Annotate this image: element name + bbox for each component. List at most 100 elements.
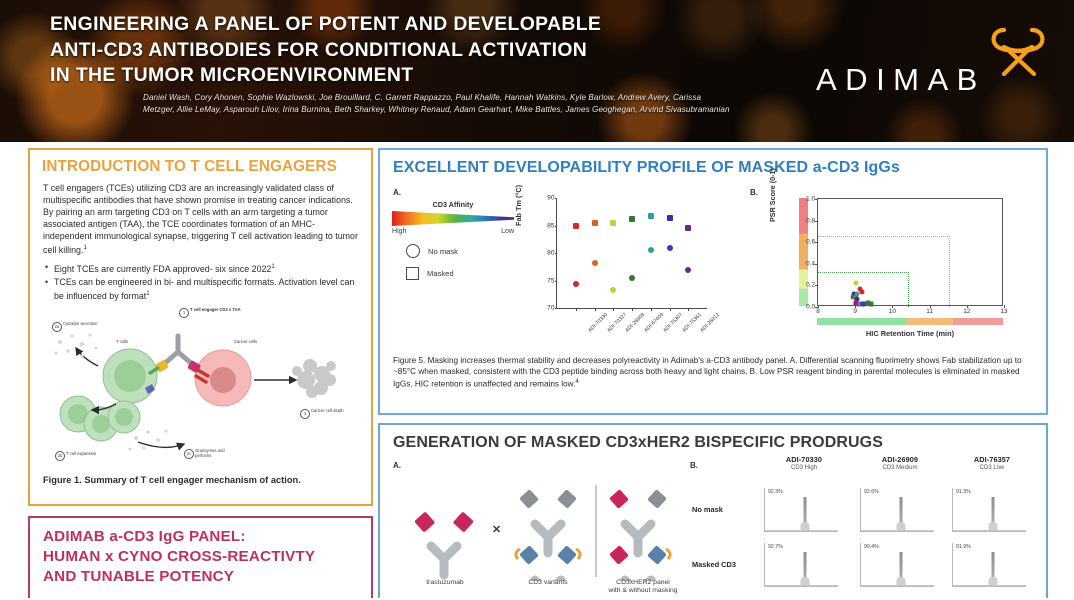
figure-5-caption-ref: 4 bbox=[575, 379, 579, 386]
list-item: TCEs can be engineered in bi- and multis… bbox=[45, 276, 363, 302]
chart-b-x-tickmark bbox=[855, 305, 857, 308]
step-1-badge: 1 bbox=[179, 308, 189, 318]
chart-a-y-tickmark bbox=[554, 253, 557, 254]
title-line-3: IN THE TUMOR MICROENVIRONMENT bbox=[50, 64, 414, 86]
cancer-cell-label: Cancer cells bbox=[234, 339, 258, 344]
adimab-logo: ADIMAB bbox=[806, 22, 1056, 112]
tce-mechanism-diagram: 1 T cell engager CD3 x TAA 2a Cytokine s… bbox=[38, 307, 363, 468]
legend-nomask-label: No mask bbox=[428, 246, 458, 256]
chart-a-data-point bbox=[629, 215, 635, 222]
flow-pct-r1c1: 90.4% bbox=[864, 544, 879, 550]
figure-1-caption: Figure 1. Summary of T cell engager mech… bbox=[43, 475, 301, 485]
chart-a-data-point bbox=[591, 220, 598, 227]
chart-b-data-point bbox=[850, 294, 856, 300]
chart-b-x-tick-label: 13 bbox=[1000, 308, 1008, 315]
chart-a-x-tickmark bbox=[688, 308, 690, 311]
chart-a-y-tick-label: 80 bbox=[547, 249, 555, 257]
chart-b-x-tick-label: 12 bbox=[963, 308, 971, 315]
panel-developability: EXCELLENT DEVELOPABILITY PROFILE OF MASK… bbox=[378, 148, 1048, 415]
step-2b-badge: 2b bbox=[55, 451, 65, 461]
chart-b-y-tick-label: 0.6 bbox=[806, 238, 815, 246]
chart-b-y-tickmark bbox=[815, 220, 818, 222]
chart-a-data-point bbox=[610, 220, 617, 227]
flow-col-header-0: ADI-70330 CD3 High bbox=[756, 455, 852, 471]
step-2a-badge: 2a bbox=[52, 322, 62, 332]
chart-a-x-tickmark bbox=[669, 308, 671, 311]
flow-baseline bbox=[861, 529, 934, 531]
chart-b-y-tick-label: 0.0 bbox=[806, 303, 815, 311]
igg-heading-line-1: ADIMAB a-CD3 IgG PANEL: bbox=[43, 528, 246, 545]
chart-a-data-point bbox=[610, 287, 617, 294]
chart-psr-hic: PSR Score (0-1) 0.0 0.2 0.4 0.6 0.8 1.0 8 9 10 11… bbox=[765, 168, 1035, 347]
chart-b-plot-area: 0.0 0.2 0.4 0.6 0.8 1.0 8 9 10 11 12 13 bbox=[806, 196, 1007, 316]
antibody-diagram-icon: ✕ bbox=[414, 485, 672, 581]
intro-paragraph: T cell engagers (TCEs) utilizing CD3 are… bbox=[43, 182, 363, 257]
generation-heading: GENERATION OF MASKED CD3xHER2 BISPECIFIC… bbox=[393, 434, 883, 451]
step-3-label: Cancer cell death bbox=[311, 408, 344, 413]
chart-a-data-point bbox=[647, 247, 654, 254]
chart-a-data-point bbox=[685, 225, 692, 232]
chart-b-x-tick-label: 11 bbox=[926, 308, 933, 315]
flow-col-0-name: ADI-70330 bbox=[785, 455, 823, 464]
chart-a-data-point bbox=[591, 259, 598, 266]
flow-plot-r0c2: 91.3% bbox=[952, 488, 1026, 532]
flow-baseline bbox=[953, 584, 1026, 586]
flow-plot-r1c1: 90.4% bbox=[860, 543, 934, 587]
flow-plot-r1c0: 92.7% bbox=[764, 543, 838, 587]
igg-heading-line-3: AND TUNABLE POTENCY bbox=[43, 568, 235, 585]
schematic-caption-trastuzumab: trastuzumab bbox=[426, 579, 464, 586]
flow-pct-r0c0: 92.3% bbox=[768, 489, 783, 495]
poster-header: ENGINEERING A PANEL OF POTENT AND DEVELO… bbox=[0, 0, 1074, 142]
flow-col-header-2: ADI-76357 CD3 Low bbox=[944, 455, 1040, 471]
legend-high-label: High bbox=[392, 228, 407, 235]
flow-peak-icon bbox=[896, 552, 906, 586]
chart-b-data-point bbox=[854, 291, 860, 297]
schematic-caption-panel: CD3xHER2 panel with & without masking bbox=[602, 579, 684, 596]
flow-col-1-sub: CD3 Medium bbox=[882, 465, 918, 471]
title-line-2: ANTI-CD3 ANTIBODIES FOR CONDITIONAL ACTI… bbox=[50, 38, 588, 61]
chart-b-data-point bbox=[853, 280, 859, 286]
flow-plot-r1c2: 91.9% bbox=[952, 543, 1026, 587]
chart-b-y-tickmark bbox=[815, 263, 818, 265]
chart-b-data-point bbox=[853, 300, 859, 306]
chart-b-x-tick-label: 10 bbox=[888, 308, 896, 315]
chart-a-plot-area: 70 75 80 85 90 ADI-70330 ADI-70327 ADI-26909 ADI… bbox=[547, 195, 721, 334]
chart-a-y-tick-label: 90 bbox=[547, 194, 555, 202]
chart-b-x-axis-title: HIC Retention Time (min) bbox=[865, 329, 955, 338]
chart-a-x-tickmark bbox=[613, 308, 615, 311]
flow-plot-r0c0: 92.3% bbox=[764, 488, 838, 532]
chart-b-data-point bbox=[868, 301, 874, 307]
chart-a-data-point bbox=[666, 245, 673, 252]
schematic-caption-panel-line-1: CD3xHER2 panel bbox=[616, 579, 670, 586]
flow-col-1-name: ADI-26909 bbox=[881, 455, 919, 464]
schematic-caption-cd3-variants: CD3 variants bbox=[528, 579, 568, 586]
chart-b-x-tickmark bbox=[1004, 305, 1005, 308]
list-item: Eight TCEs are currently FDA approved- s… bbox=[45, 261, 363, 275]
figure-5-caption-text: Figure 5. Masking increases thermal stab… bbox=[393, 356, 1022, 389]
chart-b-data-point bbox=[857, 286, 863, 292]
chart-b-threshold-box-amber bbox=[818, 236, 951, 307]
chart-b-x-tickmark bbox=[818, 305, 819, 308]
chart-a-y-tick-label: 75 bbox=[547, 277, 555, 284]
chart-b-data-point bbox=[859, 289, 865, 295]
legend-low-label: Low bbox=[501, 228, 514, 235]
chart-a-y-tickmark bbox=[554, 225, 557, 227]
intro-heading: INTRODUCTION TO T CELL ENGAGERS bbox=[42, 158, 337, 175]
flow-pct-r1c0: 92.7% bbox=[768, 544, 783, 550]
chart-b-x-tickmark bbox=[929, 305, 931, 308]
chart-b-x-tickmark bbox=[966, 305, 968, 308]
adimab-wordmark: ADIMAB bbox=[816, 62, 986, 97]
flow-peak-icon bbox=[988, 552, 998, 586]
chart-b-y-tickmark bbox=[815, 199, 818, 200]
chart-b-x-tickmark bbox=[892, 305, 894, 308]
flow-pct-r0c1: 92.6% bbox=[864, 489, 879, 495]
bullet-1-ref: 1 bbox=[271, 263, 275, 270]
chart-a-x-tick-label: ADI-70330 bbox=[587, 312, 609, 334]
chart-b-x-tick-label: 8 bbox=[816, 308, 820, 315]
affinity-gradient-bar bbox=[392, 211, 514, 226]
chart-b-y-tickmark bbox=[815, 307, 818, 308]
flow-baseline bbox=[765, 584, 838, 586]
flow-col-2-name: ADI-76357 bbox=[973, 455, 1011, 464]
chart-a-data-point bbox=[572, 281, 579, 288]
figure-5-caption: Figure 5. Masking increases thermal stab… bbox=[393, 356, 1037, 391]
